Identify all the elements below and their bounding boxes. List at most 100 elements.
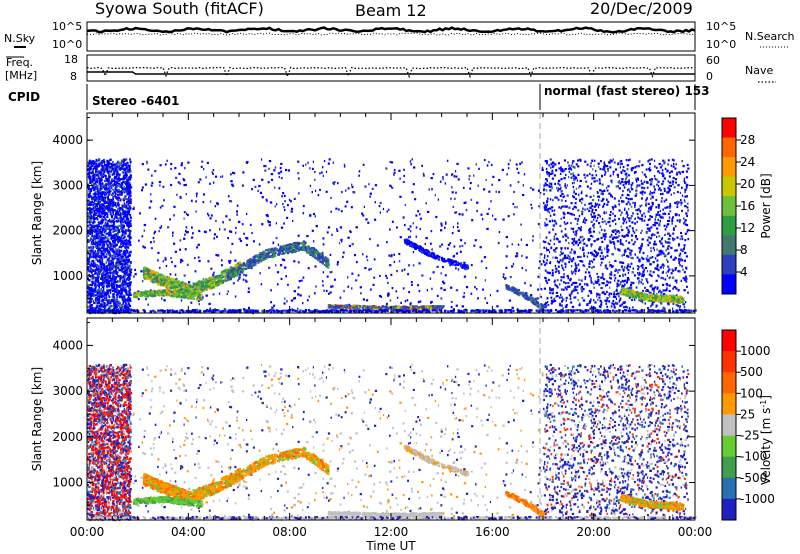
data-cell [558,283,561,286]
data-cell [560,230,563,233]
data-cell [668,175,671,178]
data-cell [187,231,189,234]
data-cell [545,189,548,192]
data-cell [483,256,487,259]
data-cell [404,224,406,227]
data-cell [667,187,669,190]
data-cell [159,184,161,187]
data-cell [121,187,123,190]
data-cell [391,161,394,164]
data-cell [656,259,659,262]
data-cell [569,251,572,254]
data-cell [430,230,433,233]
data-cell [504,277,506,280]
data-cell [413,166,416,169]
data-cell [401,269,404,272]
data-cell [423,174,425,177]
data-cell [309,167,311,170]
data-cell [233,172,236,175]
data-cell [561,264,563,267]
data-cell [129,175,132,178]
data-cell [645,199,647,202]
data-cell [283,194,286,197]
data-cell [627,228,630,231]
data-cell [125,158,128,161]
data-cell [87,268,90,271]
data-cell [614,168,618,171]
data-cell [578,194,580,197]
data-cell [228,218,231,221]
data-cell [603,229,606,232]
data-cell [673,285,676,289]
data-cell [603,189,606,193]
data-cell [600,261,603,264]
data-cell [581,296,584,300]
data-cell [482,288,484,291]
data-cell [97,240,100,243]
data-cell [664,167,667,170]
data-cell [671,276,675,279]
data-cell [674,267,677,270]
data-cell [625,175,628,178]
data-cell [198,303,200,306]
data-cell [625,159,628,162]
data-cell [512,202,515,206]
data-cell [613,291,615,294]
data-cell [101,241,103,244]
data-cell [554,279,556,282]
data-cell [551,209,554,212]
data-cell [553,174,557,177]
data-cell [621,228,624,232]
data-cell [610,277,612,280]
data-cell [101,196,104,200]
data-cell [549,289,551,292]
data-cell [566,211,570,215]
data-cell [181,162,183,165]
data-cell [648,241,651,244]
data-cell [89,211,92,215]
data-cell [543,201,545,205]
data-cell [623,181,625,184]
data-cell [514,206,516,209]
data-cell [94,229,97,233]
data-cell [573,189,575,192]
data-cell [281,195,283,198]
data-cell [98,222,100,225]
data-cell [655,178,658,181]
data-cell [674,225,677,228]
data-cell [163,299,166,302]
data-cell [684,259,686,262]
data-cell [221,175,224,178]
data-cell [89,246,93,249]
data-cell [544,276,547,279]
data-cell [122,252,125,255]
data-cell [101,292,104,295]
data-cell [105,255,108,259]
data-cell [153,232,155,235]
noise-right-label: N.Search [745,30,795,43]
data-cell [100,219,103,222]
data-cell [680,203,682,206]
data-cell [117,201,120,204]
data-cell [109,255,112,258]
data-cell [366,299,369,302]
data-cell [112,161,114,164]
data-cell [444,274,447,277]
data-cell [363,205,365,208]
data-cell [105,186,108,189]
data-cell [505,255,508,258]
data-cell [616,282,619,285]
data-cell [475,276,477,279]
data-cell [87,220,89,223]
data-cell [572,271,575,274]
data-cell [118,257,121,260]
data-cell [659,240,662,243]
data-cell [271,178,274,181]
data-cell [124,267,126,270]
data-cell [107,233,111,236]
data-cell [576,292,579,295]
data-cell [236,210,238,213]
data-cell [496,289,499,292]
data-cell [364,267,367,270]
data-cell [114,255,117,258]
